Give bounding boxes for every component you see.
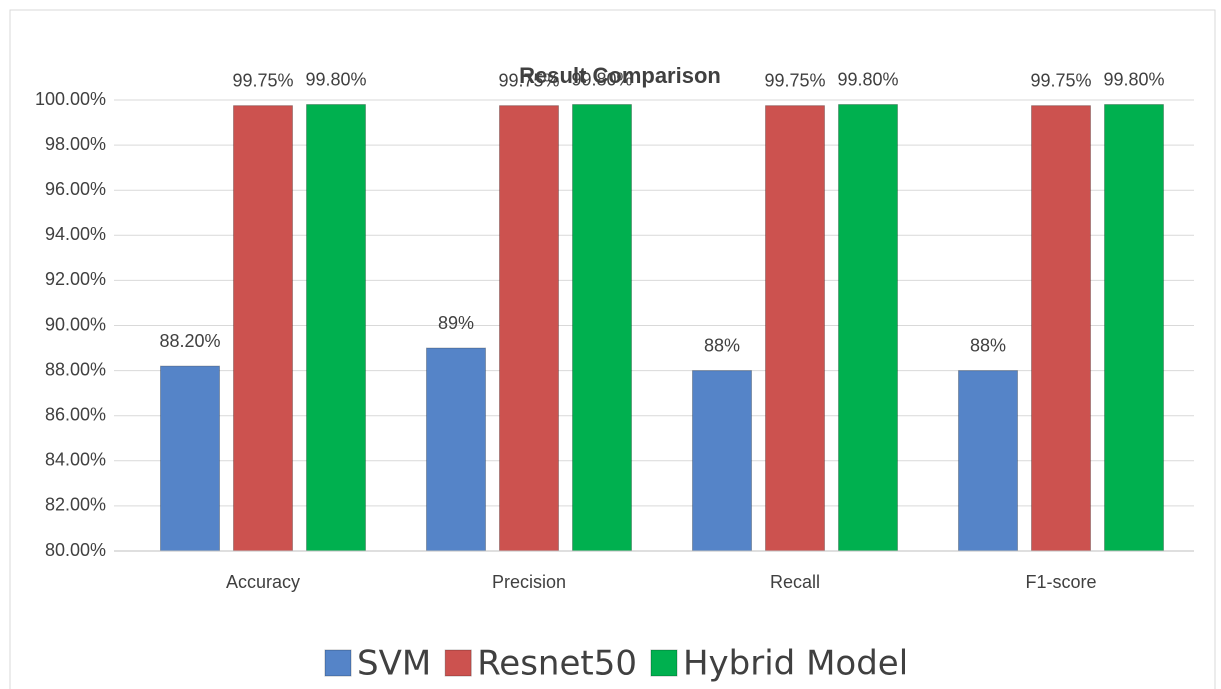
bar: [692, 370, 752, 552]
y-tick-label: 82.00%: [45, 495, 106, 515]
data-label: 99.80%: [305, 69, 366, 89]
bar: [958, 370, 1018, 552]
bar: [1104, 104, 1164, 552]
y-tick-label: 92.00%: [45, 269, 106, 289]
data-label: 99.75%: [1030, 70, 1091, 90]
y-tick-label: 96.00%: [45, 179, 106, 199]
legend-swatch: [444, 649, 472, 677]
y-tick-label: 88.00%: [45, 359, 106, 379]
data-label: 89%: [438, 313, 474, 333]
data-label: 88.20%: [159, 331, 220, 351]
legend-label: Hybrid Model: [683, 644, 908, 684]
x-tick-label: F1-score: [1025, 572, 1096, 592]
data-label: 99.75%: [764, 70, 825, 90]
y-tick-label: 90.00%: [45, 314, 106, 334]
data-label: 99.80%: [1103, 69, 1164, 89]
x-tick-label: Precision: [492, 572, 566, 592]
bar: [426, 347, 486, 552]
legend-swatch: [324, 649, 352, 677]
bar: [499, 105, 559, 552]
y-tick-label: 94.00%: [45, 224, 106, 244]
data-label: 88%: [704, 335, 740, 355]
data-label: 99.80%: [837, 69, 898, 89]
y-tick-label: 86.00%: [45, 404, 106, 424]
data-label: 99.80%: [571, 69, 632, 89]
chart-title: Result Comparison: [519, 63, 721, 88]
x-tick-label: Accuracy: [226, 572, 300, 592]
y-tick-label: 100.00%: [35, 89, 106, 109]
legend-label: Resnet50: [477, 644, 637, 684]
data-label: 88%: [970, 335, 1006, 355]
bar: [572, 104, 632, 552]
legend-swatch: [650, 649, 678, 677]
legend-label: SVM: [357, 644, 431, 684]
bar: [838, 104, 898, 552]
bar: [765, 105, 825, 552]
bar: [233, 105, 293, 552]
data-label: 99.75%: [498, 70, 559, 90]
bar: [306, 104, 366, 552]
y-tick-label: 98.00%: [45, 134, 106, 154]
x-tick-label: Recall: [770, 572, 820, 592]
bar: [1031, 105, 1091, 552]
chart-border: [9, 9, 1216, 689]
bar: [160, 365, 220, 552]
y-tick-label: 80.00%: [45, 540, 106, 560]
data-label: 99.75%: [232, 70, 293, 90]
y-tick-label: 84.00%: [45, 450, 106, 470]
